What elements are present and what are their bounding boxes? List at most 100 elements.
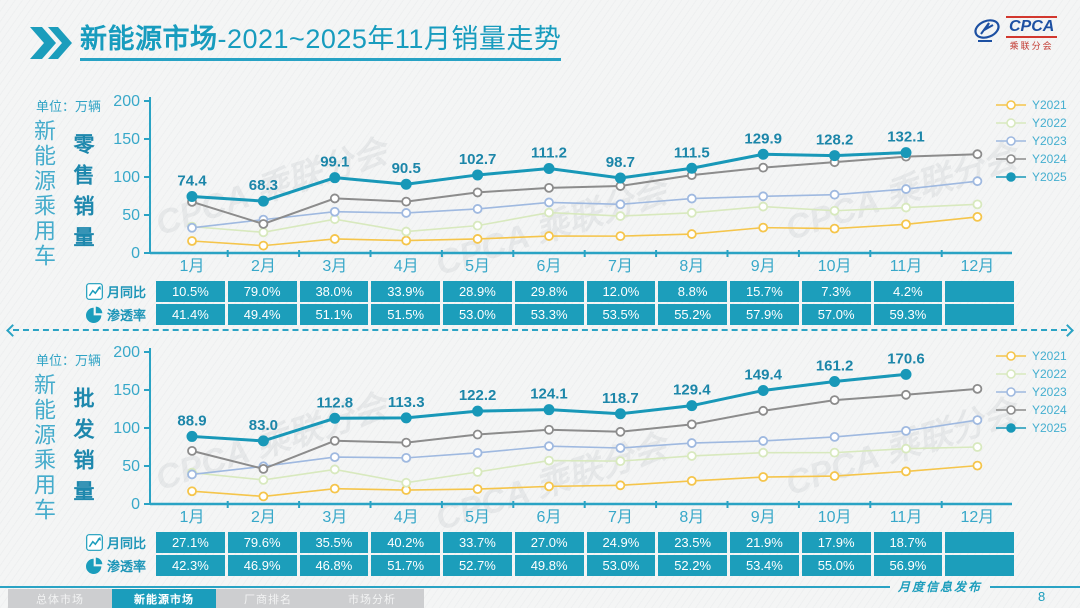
data-point-Y2024 xyxy=(758,405,769,416)
data-point-Y2025 xyxy=(400,178,412,190)
data-point-Y2024 xyxy=(972,383,983,394)
data-point-Y2023 xyxy=(187,469,197,480)
data-point-Y2025 xyxy=(829,150,841,162)
cpca-logo-subtext: 乘联分会 xyxy=(1009,40,1054,51)
data-point-Y2023 xyxy=(329,452,340,463)
data-point-Y2021 xyxy=(187,236,197,246)
series-line-Y2024 xyxy=(191,153,978,226)
x-tick-label: 2月 xyxy=(251,258,276,275)
data-point-Y2022 xyxy=(258,475,269,485)
data-label-Y2025: 102.7 xyxy=(459,151,497,168)
retail-line-chart: 0 50 100 150 200 1月 2月 3月 4月 5月 6月 7月 8月 9月 10月 11月 12月 7… xyxy=(100,93,1080,277)
data-point-Y2024 xyxy=(686,419,697,430)
stats-cell: 4.2% xyxy=(873,281,943,302)
legend-item-Y2023: Y2023 xyxy=(996,134,1067,148)
x-tick-label: 11月 xyxy=(890,509,923,526)
stats-row-label: 月同比 xyxy=(86,282,148,301)
series-line-Y2024 xyxy=(191,387,978,470)
x-tick-label: 6月 xyxy=(537,509,562,526)
stats-cell: 49.8% xyxy=(514,555,584,576)
stats-row-label: 月同比 xyxy=(86,533,148,552)
stats-cell: 52.2% xyxy=(658,555,727,576)
stats-cell: 17.9% xyxy=(801,532,871,553)
data-point-Y2023 xyxy=(829,431,840,442)
stats-cell xyxy=(945,281,1014,302)
data-label-Y2025: 128.2 xyxy=(816,132,854,149)
page-title: 新能源市场-2021~2025年11月销量走势 xyxy=(80,24,562,62)
data-point-Y2021 xyxy=(829,471,840,481)
legend-item-Y2021: Y2021 xyxy=(996,98,1067,112)
data-point-Y2022 xyxy=(686,207,697,218)
data-point-Y2022 xyxy=(686,451,697,461)
data-point-Y2024 xyxy=(472,429,483,440)
y-tick-label: 150 xyxy=(113,382,140,399)
stats-cell: 38.0% xyxy=(299,281,369,302)
series-line-Y2022 xyxy=(191,203,978,234)
data-point-Y2021 xyxy=(758,472,769,482)
data-point-Y2024 xyxy=(258,463,269,474)
data-point-Y2021 xyxy=(686,475,697,486)
stats-cell: 15.7% xyxy=(730,281,799,302)
dashed-line xyxy=(13,329,1067,331)
data-point-Y2021 xyxy=(901,219,911,230)
data-point-Y2021 xyxy=(615,231,626,242)
footer-line-left xyxy=(0,585,890,588)
nav-tab-市场分析[interactable]: 市场分析 xyxy=(320,589,424,608)
stats-cell: 46.8% xyxy=(299,555,369,576)
data-point-Y2022 xyxy=(615,211,626,221)
series-line-Y2023 xyxy=(191,180,978,229)
legend-item-Y2025: Y2025 xyxy=(996,421,1067,435)
data-point-Y2023 xyxy=(401,208,412,218)
data-point-Y2024 xyxy=(758,162,769,173)
stats-cell: 51.5% xyxy=(371,304,440,325)
data-point-Y2025 xyxy=(900,368,912,380)
data-point-Y2023 xyxy=(901,425,911,436)
data-point-Y2022 xyxy=(615,456,626,467)
data-point-Y2022 xyxy=(758,447,769,458)
vehicle-category-label-retail: 新能源乘用车 xyxy=(31,119,56,269)
unit-label-wholesale: 单位：万辆 xyxy=(36,353,102,368)
legend-item-Y2025: Y2025 xyxy=(996,170,1067,184)
pie-chart-icon xyxy=(86,557,103,574)
data-label-Y2025: 129.4 xyxy=(673,382,711,399)
svg-text:Y2023: Y2023 xyxy=(1032,385,1067,399)
nav-tab-总体市场[interactable]: 总体市场 xyxy=(8,589,112,608)
nav-tab-新能源市场[interactable]: 新能源市场 xyxy=(112,589,216,608)
data-point-Y2023 xyxy=(829,189,840,200)
x-tick-label: 7月 xyxy=(608,258,633,275)
release-label: 月度信息发布 xyxy=(898,580,983,594)
data-point-Y2024 xyxy=(615,426,626,437)
data-label-Y2025: 112.8 xyxy=(316,394,353,411)
stats-cell: 24.9% xyxy=(586,532,656,553)
data-label-Y2025: 129.9 xyxy=(744,130,782,147)
stats-row: 月同比 27.1% 79.6% 35.5% 40.2% 33.7% 27.0% 24.9% 2… xyxy=(86,532,1014,553)
data-point-Y2021 xyxy=(615,480,626,491)
x-tick-label: 5月 xyxy=(465,258,490,275)
data-point-Y2022 xyxy=(901,443,911,454)
svg-text:Y2025: Y2025 xyxy=(1032,421,1067,435)
stats-cell: 53.3% xyxy=(514,304,584,325)
data-point-Y2025 xyxy=(186,190,198,202)
stats-cell: 33.7% xyxy=(443,532,512,553)
legend-item-Y2021: Y2021 xyxy=(996,349,1067,363)
data-point-Y2022 xyxy=(544,207,554,218)
stats-cell: 79.6% xyxy=(227,532,297,553)
retail-stats-table: 月同比 10.5% 79.0% 38.0% 33.9% 28.9% 29.8% 12.0% 8… xyxy=(86,281,1014,327)
stats-cell: 42.3% xyxy=(156,555,225,576)
wholesale-stats-table: 月同比 27.1% 79.6% 35.5% 40.2% 33.7% 27.0% 24.9% 2… xyxy=(86,532,1014,578)
data-point-Y2024 xyxy=(544,424,554,435)
legend-item-Y2023: Y2023 xyxy=(996,385,1067,399)
x-tick-label: 5月 xyxy=(465,509,490,526)
data-point-Y2022 xyxy=(972,442,983,452)
data-label-Y2025: 122.2 xyxy=(459,387,497,404)
data-point-Y2024 xyxy=(544,182,554,193)
data-point-Y2021 xyxy=(329,234,340,244)
data-point-Y2024 xyxy=(329,193,340,204)
nav-tab-厂商排名[interactable]: 厂商排名 xyxy=(216,589,320,608)
y-tick-label: 100 xyxy=(113,169,140,186)
x-tick-label: 9月 xyxy=(751,258,776,275)
data-point-Y2025 xyxy=(257,195,269,207)
series-line-Y2021 xyxy=(191,216,978,247)
line-chart-svg: 0 50 100 150 200 1月 2月 3月 4月 5月 6月 7月 8月 9月 10月 11月 12月 7… xyxy=(113,93,1067,275)
stats-cell: 35.5% xyxy=(299,532,369,553)
